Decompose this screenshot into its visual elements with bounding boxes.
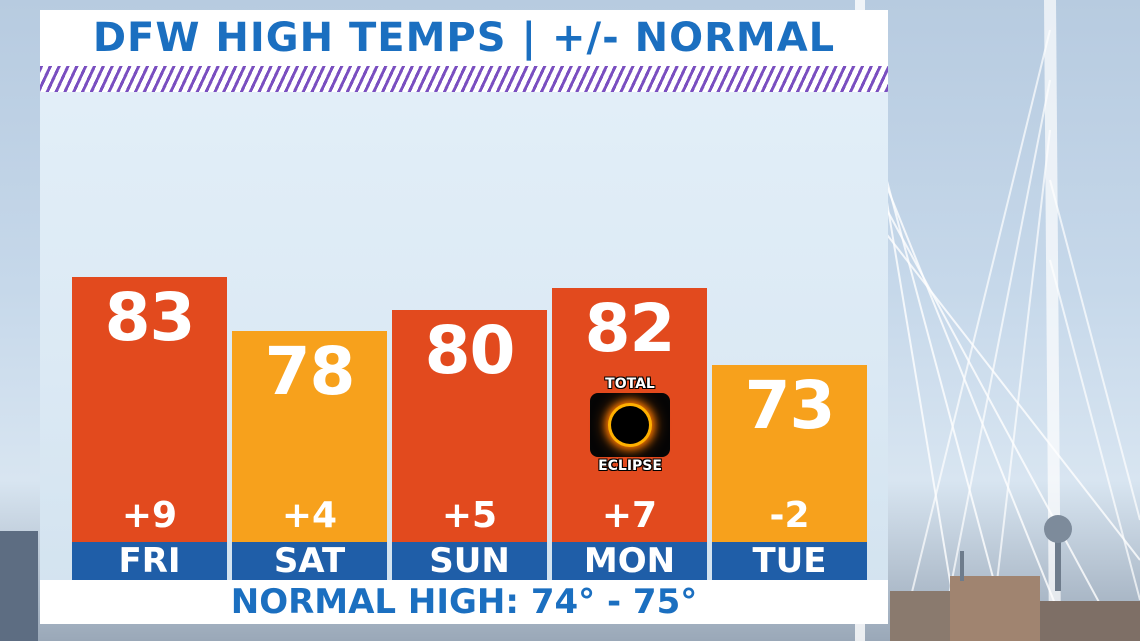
eclipse-icon [590,393,670,457]
bar-anomaly-label: -2 [769,495,810,536]
bar-sun: 80 +5 [392,310,547,542]
bar-value-label: 80 [424,312,516,389]
bar-anomaly-label: +5 [441,495,498,536]
bar-sat: 78 +4 [232,331,387,542]
bar-value-label: 83 [104,279,196,356]
normal-high-text: NORMAL HIGH: 74° - 75° [230,582,698,622]
day-label-sun: SUN [392,542,547,580]
bar-fri: 83 +9 [72,277,227,542]
day-label-fri: FRI [72,542,227,580]
eclipse-badge-bottom-text: ECLIPSE [598,458,662,474]
title-hatch-stripe [40,66,888,92]
bar-value-label: 82 [584,290,676,367]
day-label-tue: TUE [712,542,867,580]
day-label-mon: MON [552,542,707,580]
day-label-sat: SAT [232,542,387,580]
bar-anomaly-label: +9 [121,495,178,536]
title-bar: DFW HIGH TEMPS | +/- NORMAL [40,10,888,66]
bar-tue: 73 -2 [712,365,867,542]
bar-anomaly-label: +4 [281,495,338,536]
bar-anomaly-label: +7 [601,495,658,536]
footer-bar: NORMAL HIGH: 74° - 75° [40,580,888,624]
eclipse-badge-top-text: TOTAL [605,376,655,392]
total-eclipse-badge: TOTAL ECLIPSE [588,376,672,480]
eclipse-ring [611,406,649,444]
chart-title: DFW HIGH TEMPS | +/- NORMAL [92,15,836,61]
city-skyline-background [0,515,1140,641]
bar-value-label: 78 [264,333,356,410]
bar-value-label: 73 [744,367,836,444]
